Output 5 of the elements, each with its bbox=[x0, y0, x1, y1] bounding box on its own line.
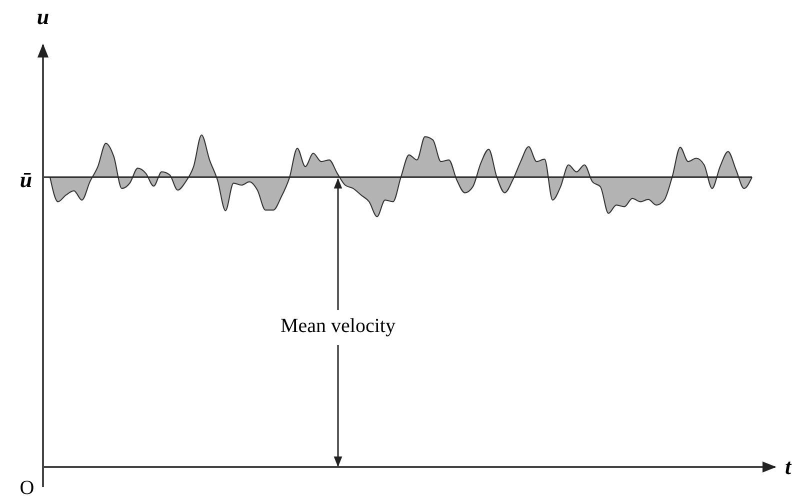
text: O bbox=[20, 477, 34, 497]
y-axis-title: u bbox=[36, 4, 50, 29]
annotation: Mean velocity bbox=[280, 315, 396, 337]
x-axis-title: t bbox=[784, 454, 792, 479]
ref-line-label: ū bbox=[20, 167, 32, 192]
